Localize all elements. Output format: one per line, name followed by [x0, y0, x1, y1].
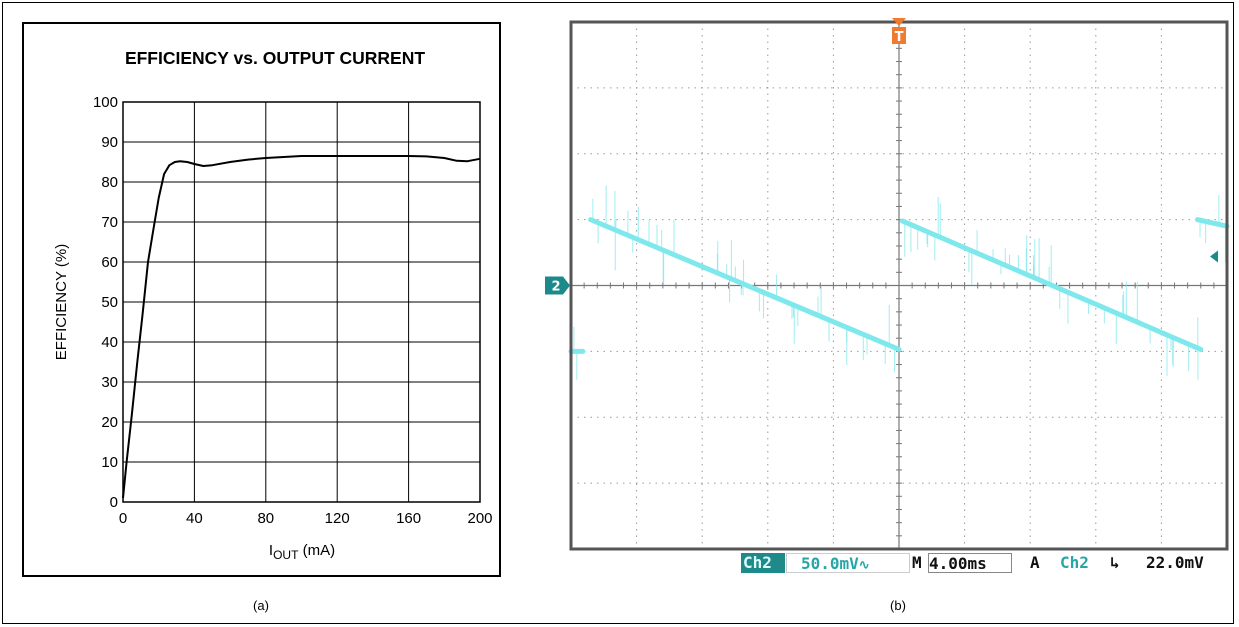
y-tick-label: 0 [110, 494, 118, 511]
y-tick-label: 40 [101, 334, 118, 351]
x-tick-label: 160 [396, 510, 421, 527]
efficiency-line [122, 155, 481, 499]
x-axis-label: IOUT (mA) [269, 542, 335, 562]
y-tick-label: 50 [101, 294, 118, 311]
x-tick-label: 200 [467, 510, 492, 527]
panel-b-caption: (b) [890, 598, 906, 613]
y-tick-label: 60 [101, 254, 118, 271]
status-trig-channel: Ch2 [1060, 553, 1089, 572]
efficiency-chart: 0 40 80 120 160 200 0 10 20 30 40 50 60 70 80 90 100 EFFI… [53, 48, 493, 562]
trigger-marker-icon [892, 27, 906, 44]
x-tick-label: 0 [119, 510, 127, 527]
coupling-icon: ∿ [858, 558, 870, 573]
y-tick-label: 30 [101, 374, 118, 391]
status-trig-level: 22.0mV [1146, 553, 1204, 572]
x-tick-label: 40 [186, 510, 203, 527]
y-tick-label: 80 [101, 174, 118, 191]
status-ch2-box: Ch2 [741, 553, 785, 573]
y-tick-label: 90 [101, 134, 118, 151]
status-time-div: 4.00ms [929, 554, 987, 573]
status-ch2-label: Ch2 [743, 553, 772, 572]
status-volts-box: 50.0mV∿ [786, 553, 910, 573]
slope-icon: ↳ [1110, 553, 1120, 572]
x-tick-label: 80 [257, 510, 274, 527]
trigger-marker-label: T [895, 30, 904, 45]
status-time-box: 4.00ms [928, 553, 1012, 573]
chart-title: EFFICIENCY vs. OUTPUT CURRENT [125, 48, 425, 68]
status-volts-div: 50.0mV [801, 554, 859, 573]
status-a-label: A [1030, 553, 1040, 572]
channel-2-marker-icon [545, 276, 570, 295]
y-axis-label: EFFICIENCY (%) [53, 244, 70, 360]
ch2-trace-segment [899, 218, 1204, 352]
y-tick-label: 10 [101, 454, 118, 471]
ch2-trace-segment [588, 217, 902, 352]
status-m-label: M [912, 553, 922, 572]
panel-a-frame [22, 22, 501, 577]
x-tick-label: 120 [325, 510, 350, 527]
trigger-level-arrow-icon [1210, 250, 1218, 263]
y-tick-label: 70 [101, 214, 118, 231]
trigger-position-arrow-icon [892, 18, 906, 26]
plot-area-border [122, 101, 481, 503]
y-tick-label: 100 [93, 94, 118, 111]
panel-a-caption: (a) [253, 598, 269, 613]
y-tick-label: 20 [101, 414, 118, 431]
channel-2-marker-label: 2 [551, 280, 560, 295]
ch2-trace-segment [1194, 217, 1230, 229]
